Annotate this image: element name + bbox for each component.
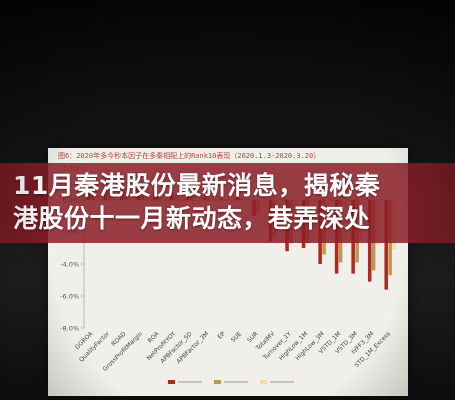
bar bbox=[384, 200, 388, 290]
chart-caption: 图6：2020年多今秒本因子在多秦相配上的Rank10表现（2020.1.3-2… bbox=[58, 152, 321, 160]
x-tick-label: EP bbox=[217, 330, 227, 340]
legend-label-blur bbox=[178, 381, 202, 383]
x-tick-label: SUE bbox=[230, 330, 244, 344]
legend-label-blur bbox=[270, 381, 294, 383]
legend-swatch bbox=[260, 380, 267, 384]
y-tick-label: -4.0% bbox=[60, 261, 79, 269]
headline-line-2: 港股份十一月新动态，巷弄深处 bbox=[13, 204, 371, 233]
y-tick-label: -6.0% bbox=[60, 293, 79, 301]
legend-label-blur bbox=[224, 381, 248, 383]
headline-line-1: 11月秦港股份最新消息，揭秘秦 bbox=[13, 171, 381, 200]
headline-banner: 11月秦港股份最新消息，揭秘秦 港股份十一月新动态，巷弄深处 bbox=[0, 163, 455, 243]
y-tick-label: -8.0% bbox=[60, 325, 79, 333]
legend-swatch bbox=[214, 380, 221, 384]
legend-swatch bbox=[168, 380, 175, 384]
x-tick-label: SUR bbox=[246, 330, 260, 344]
